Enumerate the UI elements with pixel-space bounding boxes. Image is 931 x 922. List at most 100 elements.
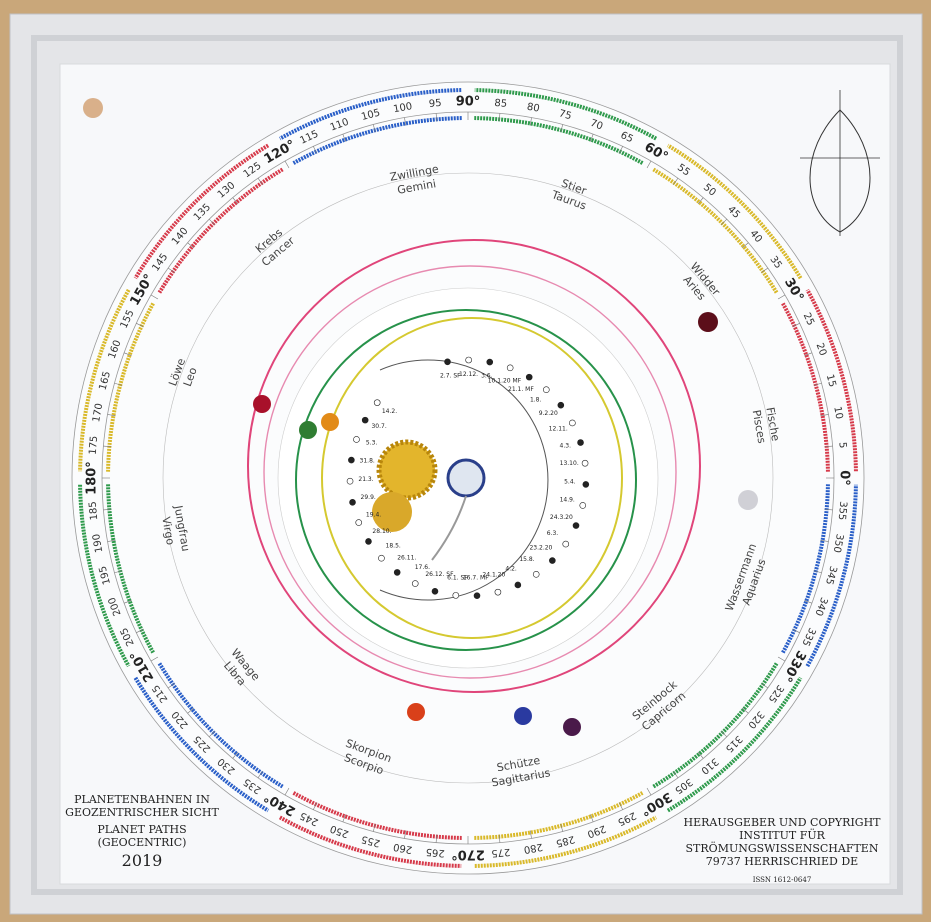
degree-tick xyxy=(136,629,144,633)
date-label: 19.4. xyxy=(366,512,381,519)
left-text: PLANETENBAHNEN IN xyxy=(74,793,210,806)
date-dot xyxy=(582,481,590,488)
degree-tick xyxy=(313,146,317,154)
degree-tick xyxy=(590,133,594,142)
degree-tick xyxy=(372,124,376,133)
degree-label: 105 xyxy=(360,108,381,124)
degree-tick xyxy=(697,752,704,759)
date-label: 29.9. xyxy=(361,494,376,501)
right-text: 79737 HERRISCHRIED DE xyxy=(706,855,858,868)
degree-label: 15 xyxy=(824,373,838,388)
right-text: INSTITUT FÜR xyxy=(739,828,826,842)
degree-tick xyxy=(697,197,704,204)
date-dot xyxy=(494,588,502,596)
date-label: 21.1. MF xyxy=(508,386,534,393)
degree-tick xyxy=(720,218,728,226)
date-dot xyxy=(577,439,584,446)
degree-label: 280 xyxy=(523,841,544,855)
degree-tick xyxy=(404,117,407,126)
date-dot xyxy=(365,538,372,545)
bead xyxy=(563,718,581,736)
date-dot xyxy=(525,373,533,381)
mercury-orbit xyxy=(321,317,623,639)
mars-orbit xyxy=(247,239,701,693)
degree-tick xyxy=(232,197,239,204)
date-label: 14.9. xyxy=(560,497,575,504)
degree-tick xyxy=(123,352,132,356)
date-dot xyxy=(393,569,401,576)
degree-tick xyxy=(619,146,623,154)
degree-tick xyxy=(342,814,346,823)
degree-label: 70 xyxy=(589,118,605,133)
date-label: 13.10. xyxy=(560,460,579,467)
constellation-en: Virgo xyxy=(159,516,177,546)
degree-tick xyxy=(150,294,159,300)
sun-orbit xyxy=(263,265,677,679)
degree-tick xyxy=(114,570,123,574)
date-label: 31.8. xyxy=(360,457,375,464)
date-label: 4.2. xyxy=(505,565,517,572)
bead xyxy=(299,421,317,439)
degree-tick xyxy=(560,124,564,133)
degree-label: 25 xyxy=(801,311,816,327)
date-dot xyxy=(465,356,472,364)
degree-tick xyxy=(498,834,501,843)
degree-label: 190 xyxy=(91,533,105,554)
date-dot xyxy=(473,592,481,599)
degree-label: 345 xyxy=(823,565,839,586)
degree-label: 165 xyxy=(98,370,114,391)
date-dot xyxy=(355,519,363,526)
degree-tick xyxy=(257,771,263,778)
degree-tick xyxy=(232,752,239,759)
constellation-en: Leo xyxy=(181,365,200,388)
degree-label: 85 xyxy=(494,98,508,110)
star-disc: 0°51015202530°354045505560°657075808590°… xyxy=(71,81,865,875)
bead xyxy=(738,490,758,510)
degree-label: 80 xyxy=(526,102,540,115)
date-dot xyxy=(579,502,587,509)
degree-tick xyxy=(284,160,290,169)
date-dot xyxy=(486,358,494,366)
sun-bead xyxy=(376,439,438,501)
date-label: 21.3. xyxy=(358,476,373,483)
degree-label: 350 xyxy=(831,533,845,554)
moon-path xyxy=(379,359,549,601)
left-text: PLANET PATHS xyxy=(97,823,186,836)
degree-tick xyxy=(720,730,728,738)
date-label: 17.6. xyxy=(415,564,430,571)
date-label: 1.8. xyxy=(530,397,542,404)
degree-tick xyxy=(761,683,768,689)
degree-label: 10 xyxy=(831,406,844,420)
date-label: 28.10. xyxy=(372,528,391,535)
date-label: 2.7. SF xyxy=(440,373,461,380)
bead xyxy=(321,413,339,431)
date-label: 3.6. xyxy=(481,373,493,380)
date-dot xyxy=(348,456,355,464)
degree-tick xyxy=(820,539,829,542)
degree-tick xyxy=(646,787,652,796)
date-label: 16.7. MF xyxy=(463,575,489,582)
degree-label: 255 xyxy=(360,833,381,849)
degree-tick xyxy=(742,242,749,249)
date-label: 5.4. xyxy=(564,479,576,486)
degree-label: 95 xyxy=(428,98,442,110)
degree-tick xyxy=(777,656,786,662)
date-dot xyxy=(562,540,570,548)
degree-tick xyxy=(342,133,346,142)
degree-tick xyxy=(813,382,822,386)
degree-tick xyxy=(792,323,800,327)
date-label: 6.1. SF xyxy=(447,574,468,581)
zodiac-arc xyxy=(133,676,270,813)
frame-groove xyxy=(31,35,903,895)
date-dot xyxy=(444,358,451,366)
degree-label: 75 xyxy=(558,108,573,122)
date-label: 24.3.20 xyxy=(550,514,573,521)
date-label: 15.8. xyxy=(519,556,534,563)
bead xyxy=(514,707,532,725)
gold-bead xyxy=(372,492,412,532)
degree-tick xyxy=(168,683,175,689)
date-label: 23.2.20 xyxy=(529,544,552,551)
constellation-en: Pisces xyxy=(750,409,769,445)
date-label: 10.1.20 MF xyxy=(488,378,522,385)
degree-tick xyxy=(792,629,800,633)
